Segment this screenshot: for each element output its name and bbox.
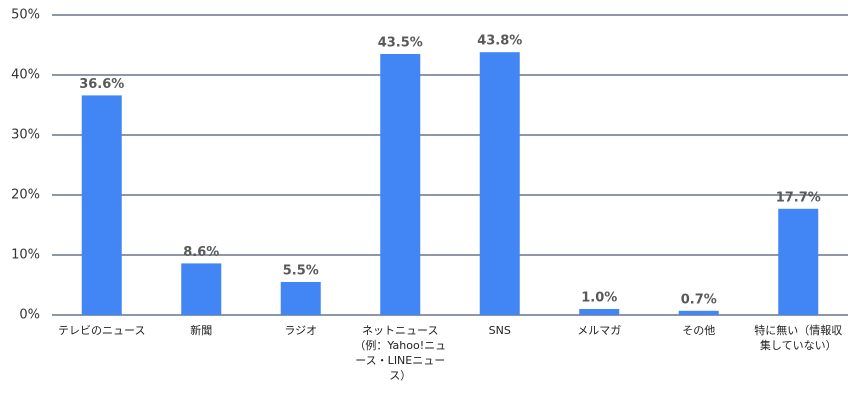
value-label: 17.7% (776, 190, 821, 205)
x-tick-label: その他 (682, 324, 716, 337)
bar (678, 310, 719, 315)
bar (181, 263, 222, 315)
value-label: 36.6% (79, 77, 124, 92)
x-tick-label: メルマガ (577, 324, 622, 337)
value-label: 1.0% (581, 291, 617, 306)
bar (579, 309, 620, 315)
value-label: 8.6% (183, 245, 219, 260)
x-tick-label: 新聞 (190, 324, 213, 337)
bar (479, 52, 520, 315)
y-tick-label: 50% (11, 8, 40, 23)
bar (778, 208, 819, 315)
y-tick-label: 20% (11, 188, 40, 203)
bar (81, 95, 122, 316)
y-tick-label: 40% (11, 68, 40, 83)
x-tick-label: SNS (488, 324, 511, 337)
value-label: 43.8% (477, 34, 522, 49)
x-tick-label: ラジオ (284, 324, 318, 337)
y-tick-label: 30% (11, 128, 40, 143)
value-label: 0.7% (681, 292, 717, 307)
x-tick-label: 特に無い（情報収集していない） (754, 324, 843, 352)
x-tick-label: テレビのニュース (58, 324, 146, 337)
value-label: 43.5% (378, 36, 423, 51)
y-tick-label: 0% (19, 308, 40, 323)
bar (380, 54, 421, 315)
bar (280, 282, 321, 315)
x-tick-label: ネットニュース（例：Yahoo!ニュース・LINEニュース） (354, 324, 447, 382)
value-label: 5.5% (283, 264, 319, 279)
y-tick-label: 10% (11, 248, 40, 263)
